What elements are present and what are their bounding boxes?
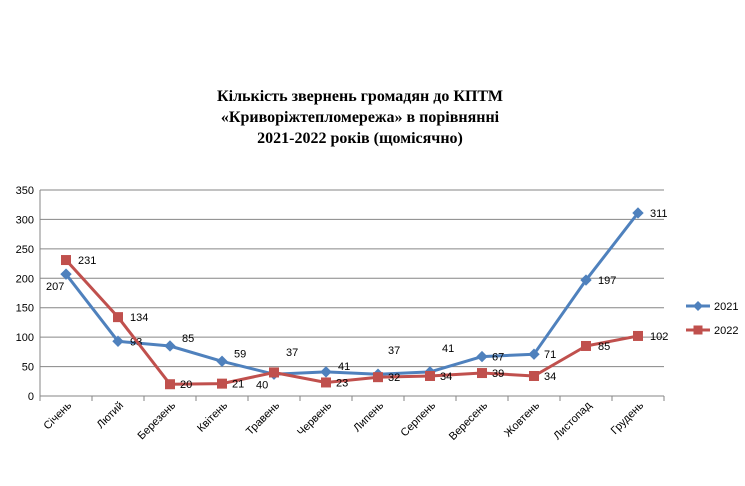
data-label-2021: 197	[598, 275, 616, 287]
data-point-2022	[321, 377, 331, 388]
data-label-2022: 39	[492, 368, 504, 380]
data-point-2021	[164, 340, 176, 352]
y-tick-label: 0	[28, 391, 34, 403]
y-tick-label: 250	[16, 244, 34, 256]
data-label-2022: 20	[180, 379, 192, 391]
x-tick-label: Квітень	[195, 399, 230, 434]
legend-label-2022: 2022	[714, 325, 738, 337]
data-label-2021: 59	[234, 348, 246, 360]
data-point-2021	[216, 355, 228, 367]
series-line-2021	[64, 212, 640, 376]
x-tick-label: Серпень	[398, 399, 438, 439]
data-point-2021	[320, 366, 332, 378]
data-label-2021: 37	[286, 347, 298, 359]
data-label-2021: 85	[182, 333, 194, 345]
data-label-2021: 37	[388, 345, 400, 357]
y-tick-label: 150	[16, 303, 34, 315]
data-label-2021: 207	[46, 281, 64, 293]
legend-label-2021: 2021	[714, 301, 738, 313]
data-point-2022	[373, 372, 383, 383]
data-point-2021	[60, 268, 72, 280]
data-label-2021: 71	[544, 349, 556, 361]
x-tick-label: Вересень	[447, 399, 490, 442]
legend-marker-2021	[693, 301, 703, 311]
data-point-2022	[425, 370, 435, 381]
y-tick-label: 200	[16, 273, 34, 285]
x-tick-label: Березень	[136, 399, 179, 442]
data-label-2022: 34	[544, 371, 556, 383]
data-label-2021: 41	[338, 361, 350, 373]
legend-marker-2022	[693, 325, 703, 335]
x-tick-label: Травень	[244, 399, 282, 437]
y-tick-label: 350	[16, 185, 34, 197]
data-point-2022	[113, 312, 123, 323]
data-point-2021	[580, 274, 592, 286]
chart-title-line-1: Кількість звернень громадян до КПТМ	[217, 88, 503, 105]
data-label-2022: 40	[256, 379, 268, 391]
data-point-2021	[632, 207, 644, 219]
x-tick-label: Листопад	[551, 399, 594, 442]
y-tick-label: 50	[22, 362, 34, 374]
x-tick-label: Лютий	[95, 400, 127, 432]
data-point-2022	[165, 379, 175, 390]
data-label-2021: 67	[492, 352, 504, 364]
y-tick-label: 100	[16, 332, 34, 344]
data-label-2022: 32	[388, 372, 400, 384]
data-label-2022: 23	[336, 377, 348, 389]
data-label-2021: 41	[442, 343, 454, 355]
data-point-2021	[476, 350, 488, 363]
data-point-2021	[112, 335, 124, 347]
data-point-2022	[633, 330, 643, 341]
data-point-2022	[217, 378, 227, 389]
x-tick-label: Грудень	[609, 399, 647, 437]
data-point-2021	[528, 348, 540, 360]
x-tick-label: Червень	[295, 399, 334, 438]
data-label-2022: 231	[78, 255, 96, 267]
chart-title-line-3: 2021-2022 років (щомісячно)	[257, 130, 463, 147]
x-tick-label: Жовтень	[502, 399, 542, 439]
x-tick-label: Липень	[351, 399, 386, 434]
data-point-2022	[581, 340, 591, 351]
data-label-2022: 34	[440, 371, 452, 383]
data-label-2022: 85	[598, 341, 610, 353]
series-line-2022	[64, 258, 639, 386]
data-label-2022: 21	[232, 379, 244, 391]
x-tick-label: Січень	[42, 399, 75, 432]
chart-title: Кількість звернень громадян до КПТМ «Кри…	[150, 86, 570, 149]
data-point-2022	[477, 368, 487, 379]
y-tick-label: 300	[16, 214, 34, 226]
data-point-2022	[529, 370, 539, 381]
data-label-2022: 102	[650, 331, 668, 343]
data-point-2022	[269, 367, 279, 378]
data-point-2022	[61, 255, 71, 266]
data-label-2022: 134	[130, 312, 148, 324]
chart-title-line-2: «Криворіжтепломережа» в порівнянні	[220, 109, 500, 126]
data-label-2021: 311	[650, 208, 668, 220]
